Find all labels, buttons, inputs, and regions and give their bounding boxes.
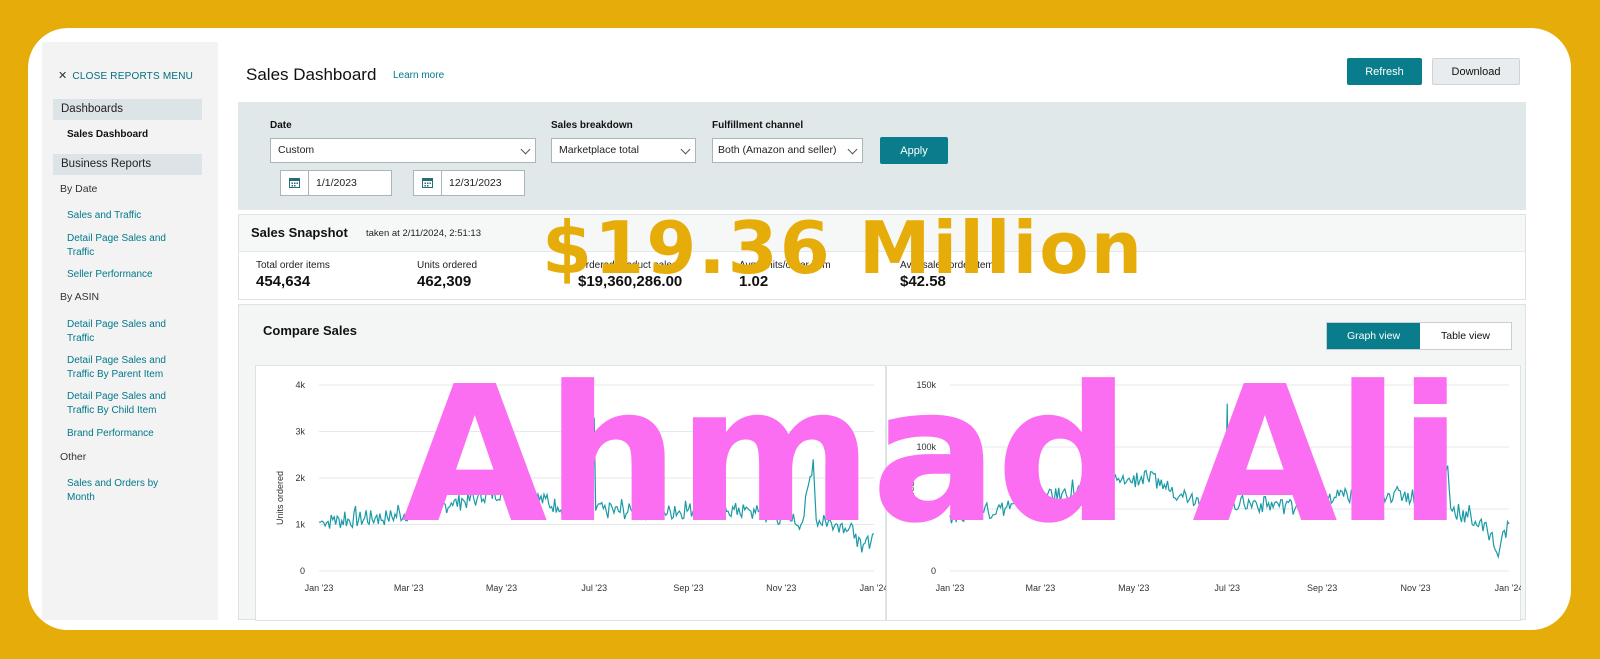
metric-label-total-order-items: Total order items [256,260,330,271]
compare-sales-panel: Compare Sales Graph view Table view 0 1k 2… [238,304,1526,621]
y-tick-label: 150k [916,380,936,390]
group-other: Other [60,451,87,463]
start-date-value: 1/1/2023 [316,177,357,189]
metric-value-total-order-items: 454,634 [256,273,311,290]
sales-snapshot-header: Sales Snapshot taken at 2/11/2024, 2:51:… [239,215,1525,252]
page-title: Sales Dashboard [246,65,377,84]
compare-sales-title: Compare Sales [263,323,357,338]
x-tick-label: Jul '23 [1214,583,1240,593]
x-tick-label: Jan '23 [305,583,334,593]
chart-panel [255,365,886,621]
x-tick-label: Mar '23 [394,583,424,593]
metric-label-avg-units: Avg. units/order item [739,260,831,271]
x-tick-label: Jan '24 [1495,583,1521,593]
close-icon: ✕ [58,70,68,82]
group-by-asin: By ASIN [60,291,100,303]
chevron-down-icon [847,144,858,155]
sidebar-item-sales-dashboard[interactable]: Sales Dashboard [67,129,149,140]
x-tick-label: May '23 [1118,583,1149,593]
fulfillment-channel-value: Both (Amazon and seller) [718,144,837,156]
sales-snapshot-title: Sales Snapshot [251,225,348,240]
y-tick-label: 50k [921,504,936,514]
x-tick-label: Mar '23 [1025,583,1055,593]
main-content: Sales Dashboard Learn more Refresh Downl… [238,42,1557,621]
close-reports-menu-button[interactable]: ✕ CLOSE REPORTS MENU [58,69,193,82]
x-tick-label: Nov '23 [766,583,796,593]
x-tick-label: Jan '24 [860,583,889,593]
y-tick-label: 3k [295,427,305,437]
metric-label-units-ordered: Units ordered [417,260,478,271]
y-tick-label: 1k [295,520,305,530]
y-tick-label: 0 [300,566,305,576]
sidebar-item-detail-page-sales-traffic[interactable]: Detail Page Sales and Traffic [67,233,166,258]
sidebar-item-asin-parent-item[interactable]: Detail Page Sales and Traffic By Parent … [67,355,166,380]
y-tick-label: 0 [931,566,936,576]
apply-button[interactable]: Apply [880,137,948,164]
frame-card: ✕ CLOSE REPORTS MENU Dashboards Sales Das… [28,28,1571,630]
calendar-icon [281,171,309,195]
sidebar-item-asin-detail-page[interactable]: Detail Page Sales and Traffic [67,319,166,344]
x-tick-label: Jul '23 [581,583,607,593]
date-range-select[interactable]: Custom [270,138,536,163]
learn-more-link[interactable]: Learn more [393,70,445,81]
metric-value-ordered-product-sales: $19,360,286.00 [578,273,683,290]
sidebar-item-brand-performance[interactable]: Brand Performance [67,428,154,439]
series-line [319,417,875,553]
download-button[interactable]: Download [1432,58,1520,85]
metric-value-units-ordered: 462,309 [417,273,472,290]
chevron-down-icon [680,144,691,155]
y-axis-label: Units ordered [275,471,285,525]
sidebar-item-sales-orders-month[interactable]: Sales and Orders by Month [67,478,159,503]
sales-breakdown-value: Marketplace total [559,144,639,156]
metric-value-avg-units: 1.02 [739,273,769,290]
sidebar-item-asin-child-item[interactable]: Detail Page Sales and Traffic By Child I… [67,391,166,416]
end-date-value: 12/31/2023 [449,177,502,189]
table-view-button[interactable]: Table view [1440,330,1491,342]
sales-snapshot-panel: Sales Snapshot taken at 2/11/2024, 2:51:… [238,214,1526,300]
section-dashboards: Dashboards [53,99,202,120]
seller-central-screen: ✕ CLOSE REPORTS MENU Dashboards Sales Das… [42,42,1557,621]
x-tick-label: Sep '23 [673,583,703,593]
group-by-date: By Date [60,183,98,195]
x-tick-label: May '23 [486,583,517,593]
chevron-down-icon [520,144,531,155]
name-overlay-text: Ahmad Ali [402,346,1463,565]
graph-view-button[interactable]: Graph view [1327,323,1420,349]
sidebar-item-seller-performance[interactable]: Seller Performance [67,269,153,280]
view-toggle: Graph view Table view [1326,322,1512,350]
filters-panel: Date Custom 1/1/2023 12/31/2023 Sales br… [238,102,1526,210]
x-tick-label: Jan '23 [936,583,965,593]
date-label: Date [270,120,292,131]
x-tick-label: Sep '23 [1307,583,1337,593]
date-range-value: Custom [278,144,315,156]
sales-breakdown-label: Sales breakdown [551,120,633,131]
x-tick-label: Nov '23 [1400,583,1430,593]
sidebar-item-sales-and-traffic[interactable]: Sales and Traffic [67,210,142,221]
fulfillment-channel-select[interactable]: Both (Amazon and seller) [712,138,863,163]
y-tick-label: 2k [295,473,305,483]
metric-label-ordered-product-sales: Ordered product sales [578,260,677,271]
revenue-overlay-text: $19.36 Million [542,206,1144,290]
refresh-button[interactable]: Refresh [1347,58,1422,85]
chart-panel [886,365,1521,621]
section-business-reports: Business Reports [53,154,202,175]
series-line [949,403,1510,560]
y-axis-label: Ordered [906,481,916,514]
charts-area: 0 1k 2k 3k 4k Units ordered Jan '23 Mar '23 May … [255,365,1521,621]
fulfillment-channel-label: Fulfillment channel [712,120,804,131]
snapshot-timestamp: taken at 2/11/2024, 2:51:13 [366,228,481,239]
y-tick-label: 4k [295,380,305,390]
end-date-input[interactable]: 12/31/2023 [413,170,525,196]
calendar-icon [414,171,442,195]
close-menu-label: CLOSE REPORTS MENU [72,71,194,82]
start-date-input[interactable]: 1/1/2023 [280,170,392,196]
y-tick-label: 100k [916,442,936,452]
metric-value-avg-sales: $42.58 [900,273,946,290]
sales-breakdown-select[interactable]: Marketplace total [551,138,696,163]
reports-sidebar: ✕ CLOSE REPORTS MENU Dashboards Sales Das… [42,42,218,620]
metric-label-avg-sales: Avg. sales/order item [900,260,994,271]
